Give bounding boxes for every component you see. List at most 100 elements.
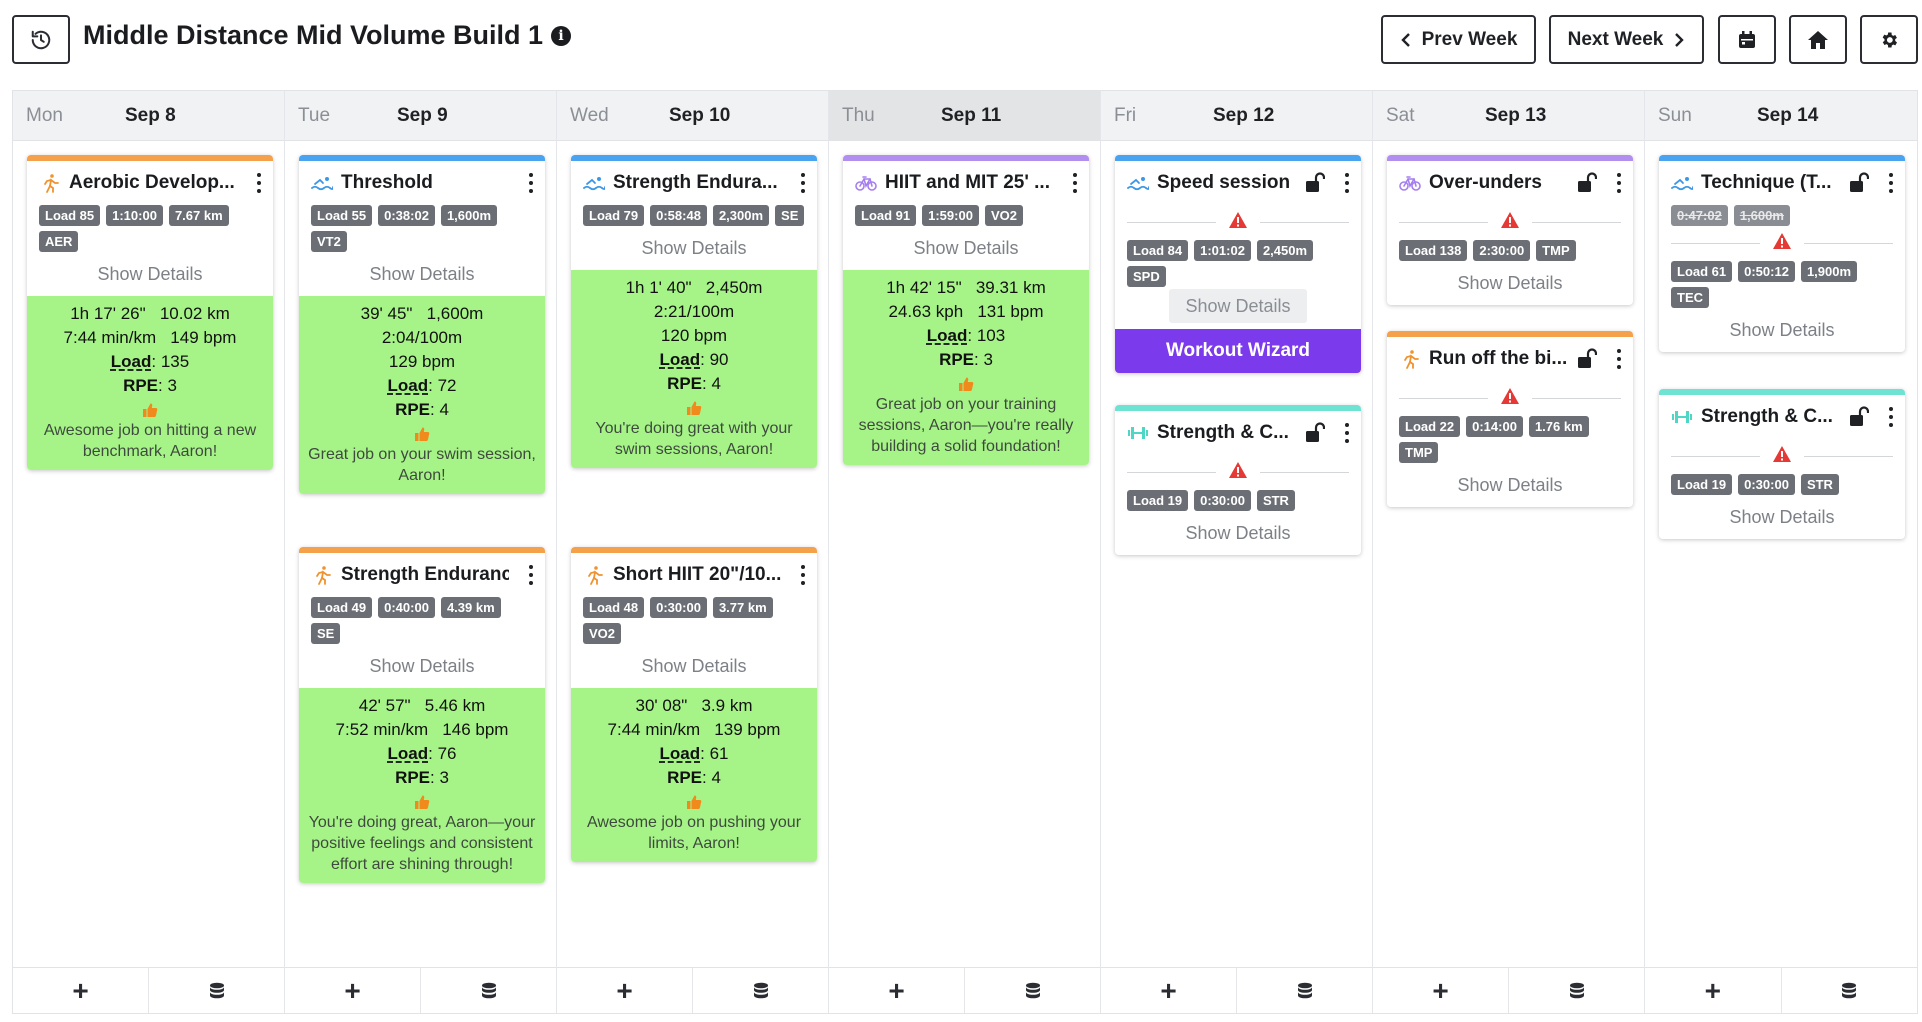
prev-week-button[interactable]: Prev Week xyxy=(1381,15,1536,64)
more-menu-icon[interactable] xyxy=(799,563,807,587)
bike-icon xyxy=(1399,172,1421,194)
load-tag: Load 22 xyxy=(1399,416,1461,437)
workout-card[interactable]: Speed session Load 84 1:01:02 2,450m SPD… xyxy=(1115,155,1361,373)
more-menu-icon[interactable] xyxy=(1615,171,1623,195)
workout-card[interactable]: Short HIIT 20"/10... Load 48 0:30:00 3.7… xyxy=(571,547,817,862)
workout-card[interactable]: Strength Endura... Load 79 0:58:48 2,300… xyxy=(571,155,817,468)
library-button[interactable] xyxy=(1782,968,1918,1013)
more-menu-icon[interactable] xyxy=(799,171,807,195)
add-workout-button[interactable]: + xyxy=(1101,968,1237,1013)
add-workout-button[interactable]: + xyxy=(285,968,421,1013)
library-button[interactable] xyxy=(1237,968,1372,1013)
workout-card[interactable]: Run off the bi... Load 22 0:14:00 1.76 k… xyxy=(1387,331,1633,507)
show-details-button[interactable]: Show Details xyxy=(913,238,1019,258)
plus-icon: + xyxy=(1160,974,1177,1006)
settings-button[interactable] xyxy=(1860,15,1918,64)
day-date: Sep 14 xyxy=(1757,105,1819,126)
duration-tag: 0:14:00 xyxy=(1466,416,1523,437)
home-button[interactable] xyxy=(1789,15,1847,64)
add-workout-button[interactable]: + xyxy=(829,968,965,1013)
unlock-icon[interactable] xyxy=(1305,422,1326,449)
next-week-button[interactable]: Next Week xyxy=(1549,15,1704,64)
workout-card[interactable]: Strength Endurance Load 49 0:40:00 4.39 … xyxy=(299,547,545,883)
workout-card[interactable]: Threshold Load 55 0:38:02 1,600m VT2 Sho… xyxy=(299,155,545,494)
load-value: : 76 xyxy=(428,744,457,763)
coach-message: Awesome job on pushing your limits, Aaro… xyxy=(586,814,802,852)
more-menu-icon[interactable] xyxy=(1343,171,1351,195)
add-workout-button[interactable]: + xyxy=(1645,968,1782,1013)
completed-summary: 39' 45" 1,600m 2:04/100m 129 bpm Load: 7… xyxy=(299,296,545,494)
more-menu-icon[interactable] xyxy=(527,563,535,587)
show-details-button[interactable]: Show Details xyxy=(1729,507,1835,527)
workout-card[interactable]: Strength & C... Load 19 0:30:00 STR Show… xyxy=(1115,405,1361,555)
add-workout-button[interactable]: + xyxy=(557,968,693,1013)
warning-row xyxy=(1659,226,1905,261)
unlock-icon[interactable] xyxy=(1849,406,1870,433)
show-details-button[interactable]: Show Details xyxy=(1729,320,1835,340)
calendar-button[interactable] xyxy=(1718,15,1776,64)
more-menu-icon[interactable] xyxy=(1615,347,1623,371)
workout-tags: Load 79 0:58:48 2,300m SE xyxy=(571,205,817,226)
more-menu-icon[interactable] xyxy=(1887,405,1895,429)
workout-title: Aerobic Develop... xyxy=(69,172,235,193)
completed-summary: 1h 17' 26" 10.02 km 7:44 min/km 149 bpm … xyxy=(27,296,273,470)
unlock-icon[interactable] xyxy=(1577,348,1598,375)
more-menu-icon[interactable] xyxy=(1071,171,1079,195)
more-menu-icon[interactable] xyxy=(527,171,535,195)
day-footer: + xyxy=(1645,967,1917,1013)
show-details-button[interactable]: Show Details xyxy=(1169,289,1307,323)
summary-load: Load: 90 xyxy=(579,348,809,372)
library-button[interactable] xyxy=(421,968,556,1013)
rpe-value: : 4 xyxy=(702,374,721,393)
library-button[interactable] xyxy=(1509,968,1644,1013)
sport-color-bar xyxy=(27,155,273,161)
duration-tag: 2:30:00 xyxy=(1473,240,1531,261)
show-details-button[interactable]: Show Details xyxy=(97,264,203,284)
add-workout-button[interactable]: + xyxy=(13,968,149,1013)
show-details-button[interactable]: Show Details xyxy=(641,656,747,676)
workout-card[interactable]: Aerobic Develop... Load 85 1:10:00 7.67 … xyxy=(27,155,273,470)
library-button[interactable] xyxy=(965,968,1100,1013)
workout-card[interactable]: Strength & C... Load 19 0:30:00 STR Show… xyxy=(1659,389,1905,539)
workout-card[interactable]: Over-unders Load 138 2:30:00 TMP Show De… xyxy=(1387,155,1633,305)
workout-tags: Load 22 0:14:00 1.76 km TMP xyxy=(1387,416,1633,463)
sport-color-bar xyxy=(843,155,1089,161)
more-menu-icon[interactable] xyxy=(1343,421,1351,445)
workout-card[interactable]: HIIT and MIT 25' ... Load 91 1:59:00 VO2… xyxy=(843,155,1089,465)
show-details-button[interactable]: Show Details xyxy=(369,264,475,284)
info-icon[interactable]: i xyxy=(551,25,572,46)
gear-icon xyxy=(1882,32,1897,47)
completed-summary: 1h 1' 40" 2,450m 2:21/100m 120 bpm Load:… xyxy=(571,270,817,468)
more-menu-icon[interactable] xyxy=(1887,171,1895,195)
unlock-icon[interactable] xyxy=(1577,172,1598,199)
workout-tags: Load 61 0:50:12 1,900m TEC xyxy=(1659,261,1905,308)
library-button[interactable] xyxy=(693,968,828,1013)
day-column-sat: Sat Sep 13 Over-unders Load 138 2:30:00 … xyxy=(1373,91,1645,1013)
more-menu-icon[interactable] xyxy=(255,171,263,195)
summary-time-distance: 1h 42' 15" 39.31 km xyxy=(886,278,1046,297)
add-workout-button[interactable]: + xyxy=(1373,968,1509,1013)
swim-icon xyxy=(583,172,605,194)
load-tag: Load 48 xyxy=(583,597,645,618)
rpe-value: : 3 xyxy=(974,350,993,369)
show-details-button[interactable]: Show Details xyxy=(369,656,475,676)
run-icon xyxy=(583,564,605,586)
library-button[interactable] xyxy=(149,968,284,1013)
database-icon xyxy=(1569,982,1584,998)
thumbs-up-icon xyxy=(851,376,1081,392)
summary-pace: 2:04/100m xyxy=(381,328,463,347)
workout-wizard-button[interactable]: Workout Wizard xyxy=(1115,329,1361,373)
zone-tag: VO2 xyxy=(583,623,622,644)
show-details-button[interactable]: Show Details xyxy=(1457,475,1563,495)
show-details-button[interactable]: Show Details xyxy=(1185,523,1291,543)
unlock-icon[interactable] xyxy=(1305,172,1326,199)
rpe-label: RPE xyxy=(395,768,431,787)
history-button[interactable] xyxy=(12,15,70,64)
unlock-icon[interactable] xyxy=(1849,172,1870,199)
workout-card[interactable]: Technique (T... 0:47:02 1,600m Load 61 0… xyxy=(1659,155,1905,352)
show-details-button[interactable]: Show Details xyxy=(1457,273,1563,293)
load-tag: Load 85 xyxy=(39,205,101,226)
show-details-button[interactable]: Show Details xyxy=(641,238,747,258)
load-value: : 61 xyxy=(700,744,729,763)
distance-tag: 2,450m xyxy=(1256,240,1314,261)
